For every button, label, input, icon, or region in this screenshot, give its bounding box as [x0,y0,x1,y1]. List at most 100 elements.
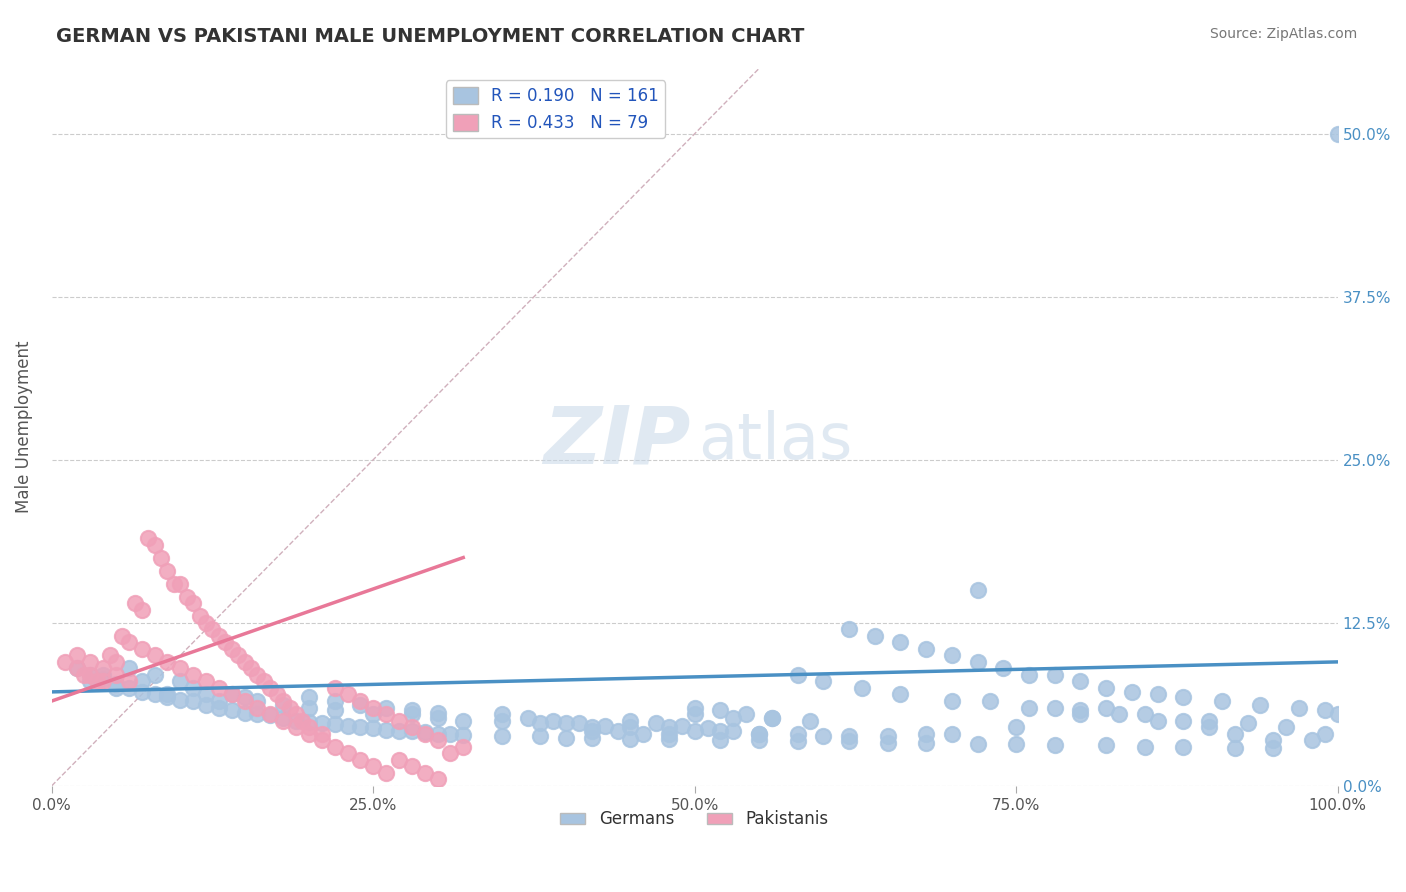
Point [195,615,218,630]
Point [246,694,269,708]
Point [1173,714,1195,728]
Point [541,714,564,728]
Point [150,550,173,565]
Point [195,698,218,712]
Point [361,700,384,714]
Point [876,736,898,750]
Point [91,674,114,689]
Point [323,717,346,731]
Point [401,759,423,773]
Point [1043,700,1066,714]
Point [1095,681,1118,695]
Point [709,733,731,747]
Point [131,685,153,699]
Point [298,726,321,740]
Point [1069,703,1091,717]
Point [298,690,321,705]
Point [1263,741,1285,756]
Point [915,641,938,656]
Point [696,722,718,736]
Point [889,688,911,702]
Point [285,714,308,728]
Point [813,729,835,743]
Point [169,692,191,706]
Point [516,711,538,725]
Point [1301,733,1323,747]
Point [941,694,963,708]
Point [285,707,308,722]
Point [838,734,860,748]
Text: ZIP: ZIP [544,402,690,481]
Point [1146,688,1168,702]
Point [786,734,808,748]
Point [581,720,603,734]
Point [118,674,141,689]
Point [786,668,808,682]
Point [1005,720,1028,734]
Point [555,716,578,731]
Point [66,661,89,675]
Point [1236,716,1258,731]
Point [136,531,159,545]
Point [619,731,641,746]
Point [221,703,243,717]
Point [1211,694,1233,708]
Point [966,737,988,751]
Point [451,714,474,728]
Point [413,725,436,739]
Point [723,711,745,725]
Point [439,746,461,760]
Point [169,661,191,675]
Point [966,583,988,598]
Point [181,681,204,695]
Point [388,714,411,728]
Point [195,674,218,689]
Point [323,694,346,708]
Point [748,726,770,740]
Point [349,698,371,712]
Point [375,700,398,714]
Point [555,731,578,745]
Point [169,576,191,591]
Point [889,635,911,649]
Point [105,677,128,691]
Point [993,661,1015,675]
Point [1223,741,1246,756]
Point [336,688,359,702]
Point [323,703,346,717]
Point [581,724,603,739]
Point [735,707,758,722]
Point [786,726,808,740]
Point [979,694,1001,708]
Point [66,661,89,675]
Point [336,746,359,760]
Point [91,672,114,686]
Point [606,724,628,739]
Point [79,668,101,682]
Point [323,681,346,695]
Point [1069,707,1091,722]
Point [73,668,96,682]
Point [529,729,551,743]
Point [181,668,204,682]
Point [156,564,179,578]
Point [208,700,231,714]
Point [169,674,191,689]
Point [253,674,276,689]
Point [259,708,281,723]
Point [1173,739,1195,754]
Point [208,694,231,708]
Point [1069,674,1091,689]
Point [105,681,128,695]
Point [1121,685,1143,699]
Point [298,720,321,734]
Point [336,719,359,733]
Text: Source: ZipAtlas.com: Source: ZipAtlas.com [1209,27,1357,41]
Point [645,716,668,731]
Point [1146,714,1168,728]
Point [291,714,314,728]
Point [799,714,821,728]
Point [91,668,114,682]
Point [66,648,89,663]
Point [658,731,681,746]
